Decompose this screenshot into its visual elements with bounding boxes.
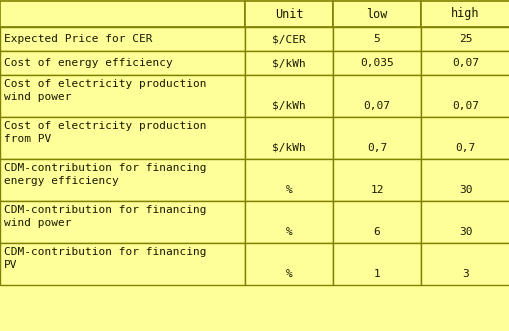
Bar: [0, 243, 244, 285]
Bar: [420, 51, 509, 75]
Bar: [244, 201, 332, 243]
Bar: [420, 75, 509, 117]
Text: CDM-contribution for financing
PV: CDM-contribution for financing PV: [4, 247, 206, 270]
Bar: [0, 159, 244, 201]
Text: 30: 30: [458, 185, 471, 195]
Text: 12: 12: [370, 185, 383, 195]
Text: 6: 6: [373, 227, 380, 237]
Bar: [0, 1, 244, 27]
Text: 25: 25: [458, 34, 471, 44]
Bar: [0, 117, 244, 159]
Bar: [332, 27, 420, 51]
Text: 0,7: 0,7: [366, 143, 386, 153]
Bar: [244, 243, 332, 285]
Text: high: high: [450, 8, 479, 21]
Bar: [244, 117, 332, 159]
Text: CDM-contribution for financing
wind power: CDM-contribution for financing wind powe…: [4, 205, 206, 228]
Text: 0,7: 0,7: [455, 143, 475, 153]
Bar: [332, 1, 420, 27]
Text: Expected Price for CER: Expected Price for CER: [4, 34, 152, 44]
Text: 0,07: 0,07: [451, 58, 478, 68]
Bar: [420, 243, 509, 285]
Text: %: %: [285, 227, 292, 237]
Bar: [420, 159, 509, 201]
Bar: [244, 1, 332, 27]
Bar: [420, 27, 509, 51]
Bar: [244, 159, 332, 201]
Bar: [420, 1, 509, 27]
Bar: [332, 51, 420, 75]
Bar: [332, 159, 420, 201]
Bar: [244, 27, 332, 51]
Text: $/CER: $/CER: [272, 34, 305, 44]
Bar: [244, 51, 332, 75]
Bar: [420, 117, 509, 159]
Bar: [332, 117, 420, 159]
Bar: [420, 201, 509, 243]
Text: 5: 5: [373, 34, 380, 44]
Text: CDM-contribution for financing
energy efficiency: CDM-contribution for financing energy ef…: [4, 163, 206, 186]
Text: $/kWh: $/kWh: [272, 143, 305, 153]
Text: %: %: [285, 185, 292, 195]
Text: 0,035: 0,035: [359, 58, 393, 68]
Text: 0,07: 0,07: [363, 101, 390, 111]
Text: $/kWh: $/kWh: [272, 101, 305, 111]
Bar: [332, 243, 420, 285]
Text: %: %: [285, 269, 292, 279]
Text: Cost of electricity production
from PV: Cost of electricity production from PV: [4, 121, 206, 144]
Text: Cost of energy efficiency: Cost of energy efficiency: [4, 58, 173, 68]
Text: $/kWh: $/kWh: [272, 58, 305, 68]
Text: 30: 30: [458, 227, 471, 237]
Text: 3: 3: [461, 269, 468, 279]
Bar: [0, 75, 244, 117]
Bar: [332, 201, 420, 243]
Bar: [244, 75, 332, 117]
Bar: [0, 201, 244, 243]
Text: 0,07: 0,07: [451, 101, 478, 111]
Bar: [332, 75, 420, 117]
Bar: [0, 27, 244, 51]
Bar: [0, 51, 244, 75]
Text: 1: 1: [373, 269, 380, 279]
Text: Cost of electricity production
wind power: Cost of electricity production wind powe…: [4, 79, 206, 102]
Text: low: low: [365, 8, 387, 21]
Text: Unit: Unit: [274, 8, 303, 21]
